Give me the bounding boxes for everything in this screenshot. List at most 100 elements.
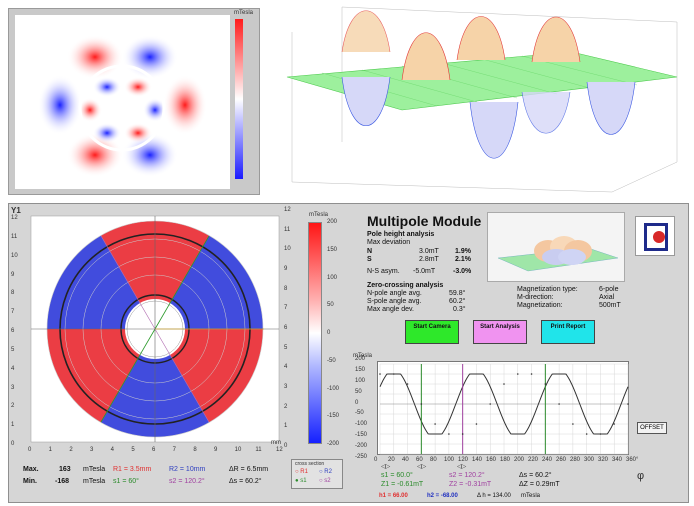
cross-section-option-s1[interactable]: ● s1 [295, 478, 307, 484]
zc-row-label: Max angle dev. [367, 306, 414, 313]
data-point [406, 383, 409, 385]
colorbar-thumb [235, 19, 243, 179]
data-point [627, 403, 629, 405]
tick-label: 5 [284, 344, 288, 351]
pole-height-heading: Pole height analysis [367, 231, 435, 238]
tick-label: 320 [598, 457, 609, 463]
tick-label: 50 [355, 388, 362, 395]
line-chart-unit: mTesla [353, 353, 373, 359]
field-map-plot [15, 15, 230, 189]
tick-label: 0 [327, 330, 331, 336]
line-chart-y-ticks: 200 150 100 50 0 -50 -100 -150 -200 -250 [355, 356, 375, 460]
tick-label: 9 [284, 266, 288, 272]
phi-axis-label: φ [637, 470, 645, 482]
n-value: 3.0mT [419, 248, 439, 255]
tick-label: 0 [28, 447, 32, 453]
data-point [434, 423, 436, 425]
ns-asym-label: N-S asym. [367, 268, 400, 275]
tick-label: 1 [11, 422, 15, 429]
cursor-z-handle-icon[interactable]: ◁▷ [457, 464, 467, 470]
tick-label: 4 [110, 447, 114, 453]
tick-label: 9 [214, 447, 218, 453]
data-point [599, 433, 602, 435]
preview-3d-svg [497, 236, 619, 272]
line-chart [377, 361, 629, 455]
colorbar-ticks: 200 150 100 50 0 -50 -100 -150 -200 [327, 219, 351, 447]
zc-row-label: S-pole angle avg. [367, 298, 422, 305]
tick-label: 240 [542, 457, 553, 463]
data-point [558, 403, 560, 405]
start-camera-button[interactable]: Start Camera [405, 320, 459, 344]
data-point [448, 433, 450, 435]
tick-label: 6 [284, 325, 288, 331]
tick-label: -50 [327, 357, 336, 364]
chart-s2-readout: s2 = 120.2° [449, 472, 485, 479]
data-point [392, 373, 395, 375]
s-percent: 2.1% [455, 256, 471, 263]
tick-label: 8 [193, 447, 197, 453]
cross-section-option-r1[interactable]: ○ R1 [295, 469, 308, 475]
cross-section-option-s2[interactable]: ○ s2 [319, 478, 331, 484]
tick-label: 2 [69, 447, 73, 453]
tick-label: 360° [626, 457, 639, 463]
tick-label: 180 [500, 457, 511, 463]
tick-label: 120 [458, 457, 469, 463]
n-percent: 1.9% [455, 248, 471, 255]
data-point [489, 403, 492, 405]
tick-label: 40 [402, 457, 409, 463]
tick-label: 200 [514, 457, 525, 463]
line-chart-svg [379, 363, 629, 455]
cross-section-title: cross section [295, 461, 325, 467]
tick-label: 280 [570, 457, 581, 463]
data-point [503, 383, 505, 385]
zc-row-label: N-pole angle avg. [367, 290, 422, 297]
cross-section-option-r2[interactable]: ○ R2 [319, 469, 332, 475]
zc-row-value: 0.3° [453, 306, 466, 313]
h1-readout: h1 = 66.00 [379, 493, 408, 499]
tick-label: 2 [11, 403, 15, 410]
tick-label: 5 [11, 346, 15, 353]
heatmap-sector [170, 235, 263, 329]
chart-z2-readout: Z2 = -0.31mT [449, 481, 492, 488]
tick-label: 160 [486, 457, 497, 463]
cursor-s2-handle-icon[interactable]: ◁▷ [417, 464, 427, 470]
preview-3d [487, 212, 625, 282]
tick-label: 80 [430, 457, 437, 463]
mag-type-label: Magnetization type: [517, 286, 578, 293]
offset-button[interactable]: OFFSET [637, 422, 667, 434]
tick-label: 340 [612, 457, 623, 463]
tick-label: 4 [284, 364, 288, 371]
zc-row-value: 60.2° [449, 298, 466, 305]
s1-readout: s1 = 60° [113, 478, 139, 485]
tick-label: 12 [276, 447, 283, 453]
mag-type-value: 6-pole [599, 286, 619, 293]
s-value: 2.8mT [419, 256, 439, 263]
print-report-button[interactable]: Print Report [541, 320, 595, 344]
chart-z1-readout: Z1 = -0.61mT [381, 481, 424, 488]
tick-label: 7 [284, 305, 288, 312]
chart-s1-readout: s1 = 60.0° [381, 472, 413, 479]
h2-readout: h2 = -68.00 [427, 493, 458, 499]
tick-label: 140 [472, 457, 483, 463]
tick-label: 200 [355, 356, 366, 362]
tick-label: -100 [327, 385, 340, 392]
min-value: -168 [55, 478, 70, 485]
tick-label: 9 [11, 271, 15, 278]
tick-label: 2 [284, 403, 288, 410]
heatmap-plot [30, 215, 280, 443]
heatmap-y-ticks: 12 11 10 9 8 7 6 5 4 3 2 1 0 [284, 207, 294, 449]
colorbar-thumb-unit: mTesla [234, 10, 254, 16]
zc-row-value: 59.8° [449, 290, 466, 297]
max-label: Max. [23, 466, 39, 473]
heatmap-sector [47, 235, 140, 329]
tick-label: 100 [355, 377, 366, 384]
heatmap-y-axis-label: Y1 [11, 206, 21, 215]
cursor-s1-handle-icon[interactable]: ◁▷ [381, 464, 391, 470]
tick-label: 5 [131, 447, 135, 453]
data-point [420, 403, 423, 405]
start-analysis-button[interactable]: Start Analysis [473, 320, 527, 344]
tick-label: 150 [327, 246, 338, 253]
tick-label: 50 [327, 302, 334, 309]
multipole-module-window: Y1 0 1 2 3 4 5 6 7 8 9 10 11 12 mm 12 11 10 9 8 7 6 5 4 3 2 1 0 … [8, 203, 689, 503]
data-point [530, 373, 533, 375]
